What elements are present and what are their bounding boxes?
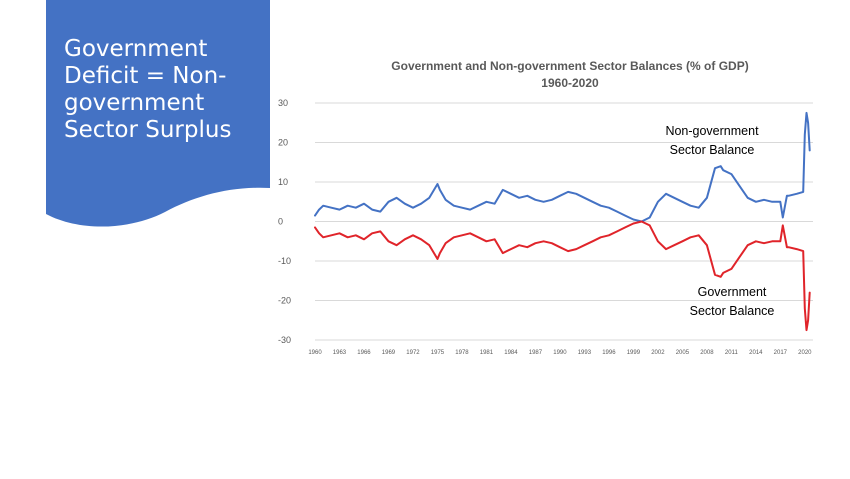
x-tick-label: 1978 — [455, 350, 469, 356]
y-tick-label: -20 — [278, 296, 291, 306]
series-lines — [314, 111, 811, 332]
y-tick-label: 10 — [278, 177, 288, 187]
y-tick-label: -10 — [278, 256, 291, 266]
annotation-non-government-line2: Sector Balance — [670, 143, 755, 157]
gridlines — [315, 102, 813, 341]
series-line-non_government — [314, 111, 811, 223]
x-tick-label: 1996 — [602, 350, 616, 356]
series-line-government — [314, 220, 811, 332]
x-tick-label: 1972 — [406, 350, 420, 356]
x-tick-label: 2020 — [798, 350, 812, 356]
x-tick-label: 2014 — [749, 350, 763, 356]
chart: Government and Non-government Sector Bal… — [278, 59, 813, 356]
x-tick-label: 2002 — [651, 350, 665, 356]
x-tick-label: 1969 — [382, 350, 396, 356]
y-axis: 30 20 10 0 -10 -20 -30 — [278, 98, 291, 345]
x-tick-label: 1975 — [431, 350, 445, 356]
x-axis: 1960 1963 1966 1969 1972 1975 1978 1981 1984 1987… — [308, 350, 812, 356]
annotation-non-government-line1: Non-government — [665, 124, 759, 138]
y-tick-label: -30 — [278, 335, 291, 345]
x-tick-label: 1960 — [308, 350, 322, 356]
y-tick-label: 0 — [278, 217, 283, 227]
x-tick-label: 2011 — [725, 350, 739, 356]
banner-shape — [46, 0, 270, 227]
x-tick-label: 2008 — [700, 350, 714, 356]
annotation-government-line2: Sector Balance — [690, 304, 775, 318]
x-tick-label: 1990 — [553, 350, 567, 356]
x-tick-label: 1984 — [504, 350, 518, 356]
chart-title-line1: Government and Non-government Sector Bal… — [391, 59, 748, 73]
x-tick-label: 1987 — [529, 350, 543, 356]
x-tick-label: 1966 — [357, 350, 371, 356]
y-tick-label: 20 — [278, 138, 288, 148]
annotation-government-line1: Government — [698, 285, 767, 299]
banner-title: Government Deficit = Non-government Sect… — [64, 36, 232, 143]
chart-title-line2: 1960-2020 — [541, 76, 599, 90]
x-tick-label: 1981 — [480, 350, 494, 356]
x-tick-label: 2017 — [774, 350, 788, 356]
x-tick-label: 2005 — [676, 350, 690, 356]
y-tick-label: 30 — [278, 98, 288, 108]
x-tick-label: 1993 — [578, 350, 592, 356]
x-tick-label: 1999 — [627, 350, 641, 356]
x-tick-label: 1963 — [333, 350, 347, 356]
